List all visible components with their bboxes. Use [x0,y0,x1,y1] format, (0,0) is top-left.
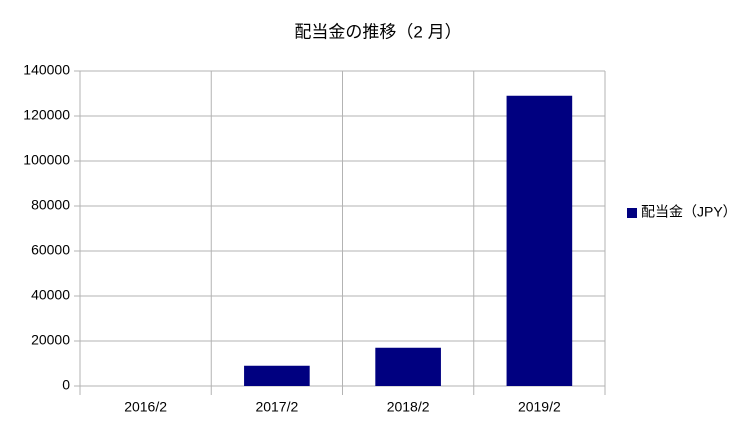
y-tick-label: 120000 [23,107,70,123]
y-tick-label: 80000 [31,197,70,213]
y-tick-label: 60000 [31,242,70,258]
bar [506,95,573,386]
y-tick-label: 40000 [31,287,70,303]
x-tick-label: 2017/2 [255,399,298,415]
x-tick-label: 2018/2 [387,399,430,415]
y-tick-label: 140000 [23,62,70,78]
y-tick-label: 20000 [31,332,70,348]
bar [244,365,310,386]
chart-title: 配当金の推移（2 月） [294,22,461,41]
x-tick-label: 2019/2 [518,399,561,415]
y-tick-label: 100000 [23,152,70,168]
bar [375,347,441,386]
legend-label: 配当金（JPY） [641,204,737,220]
y-tick-label: 0 [62,377,70,393]
x-tick-label: 2016/2 [124,399,167,415]
legend-swatch [627,208,637,218]
